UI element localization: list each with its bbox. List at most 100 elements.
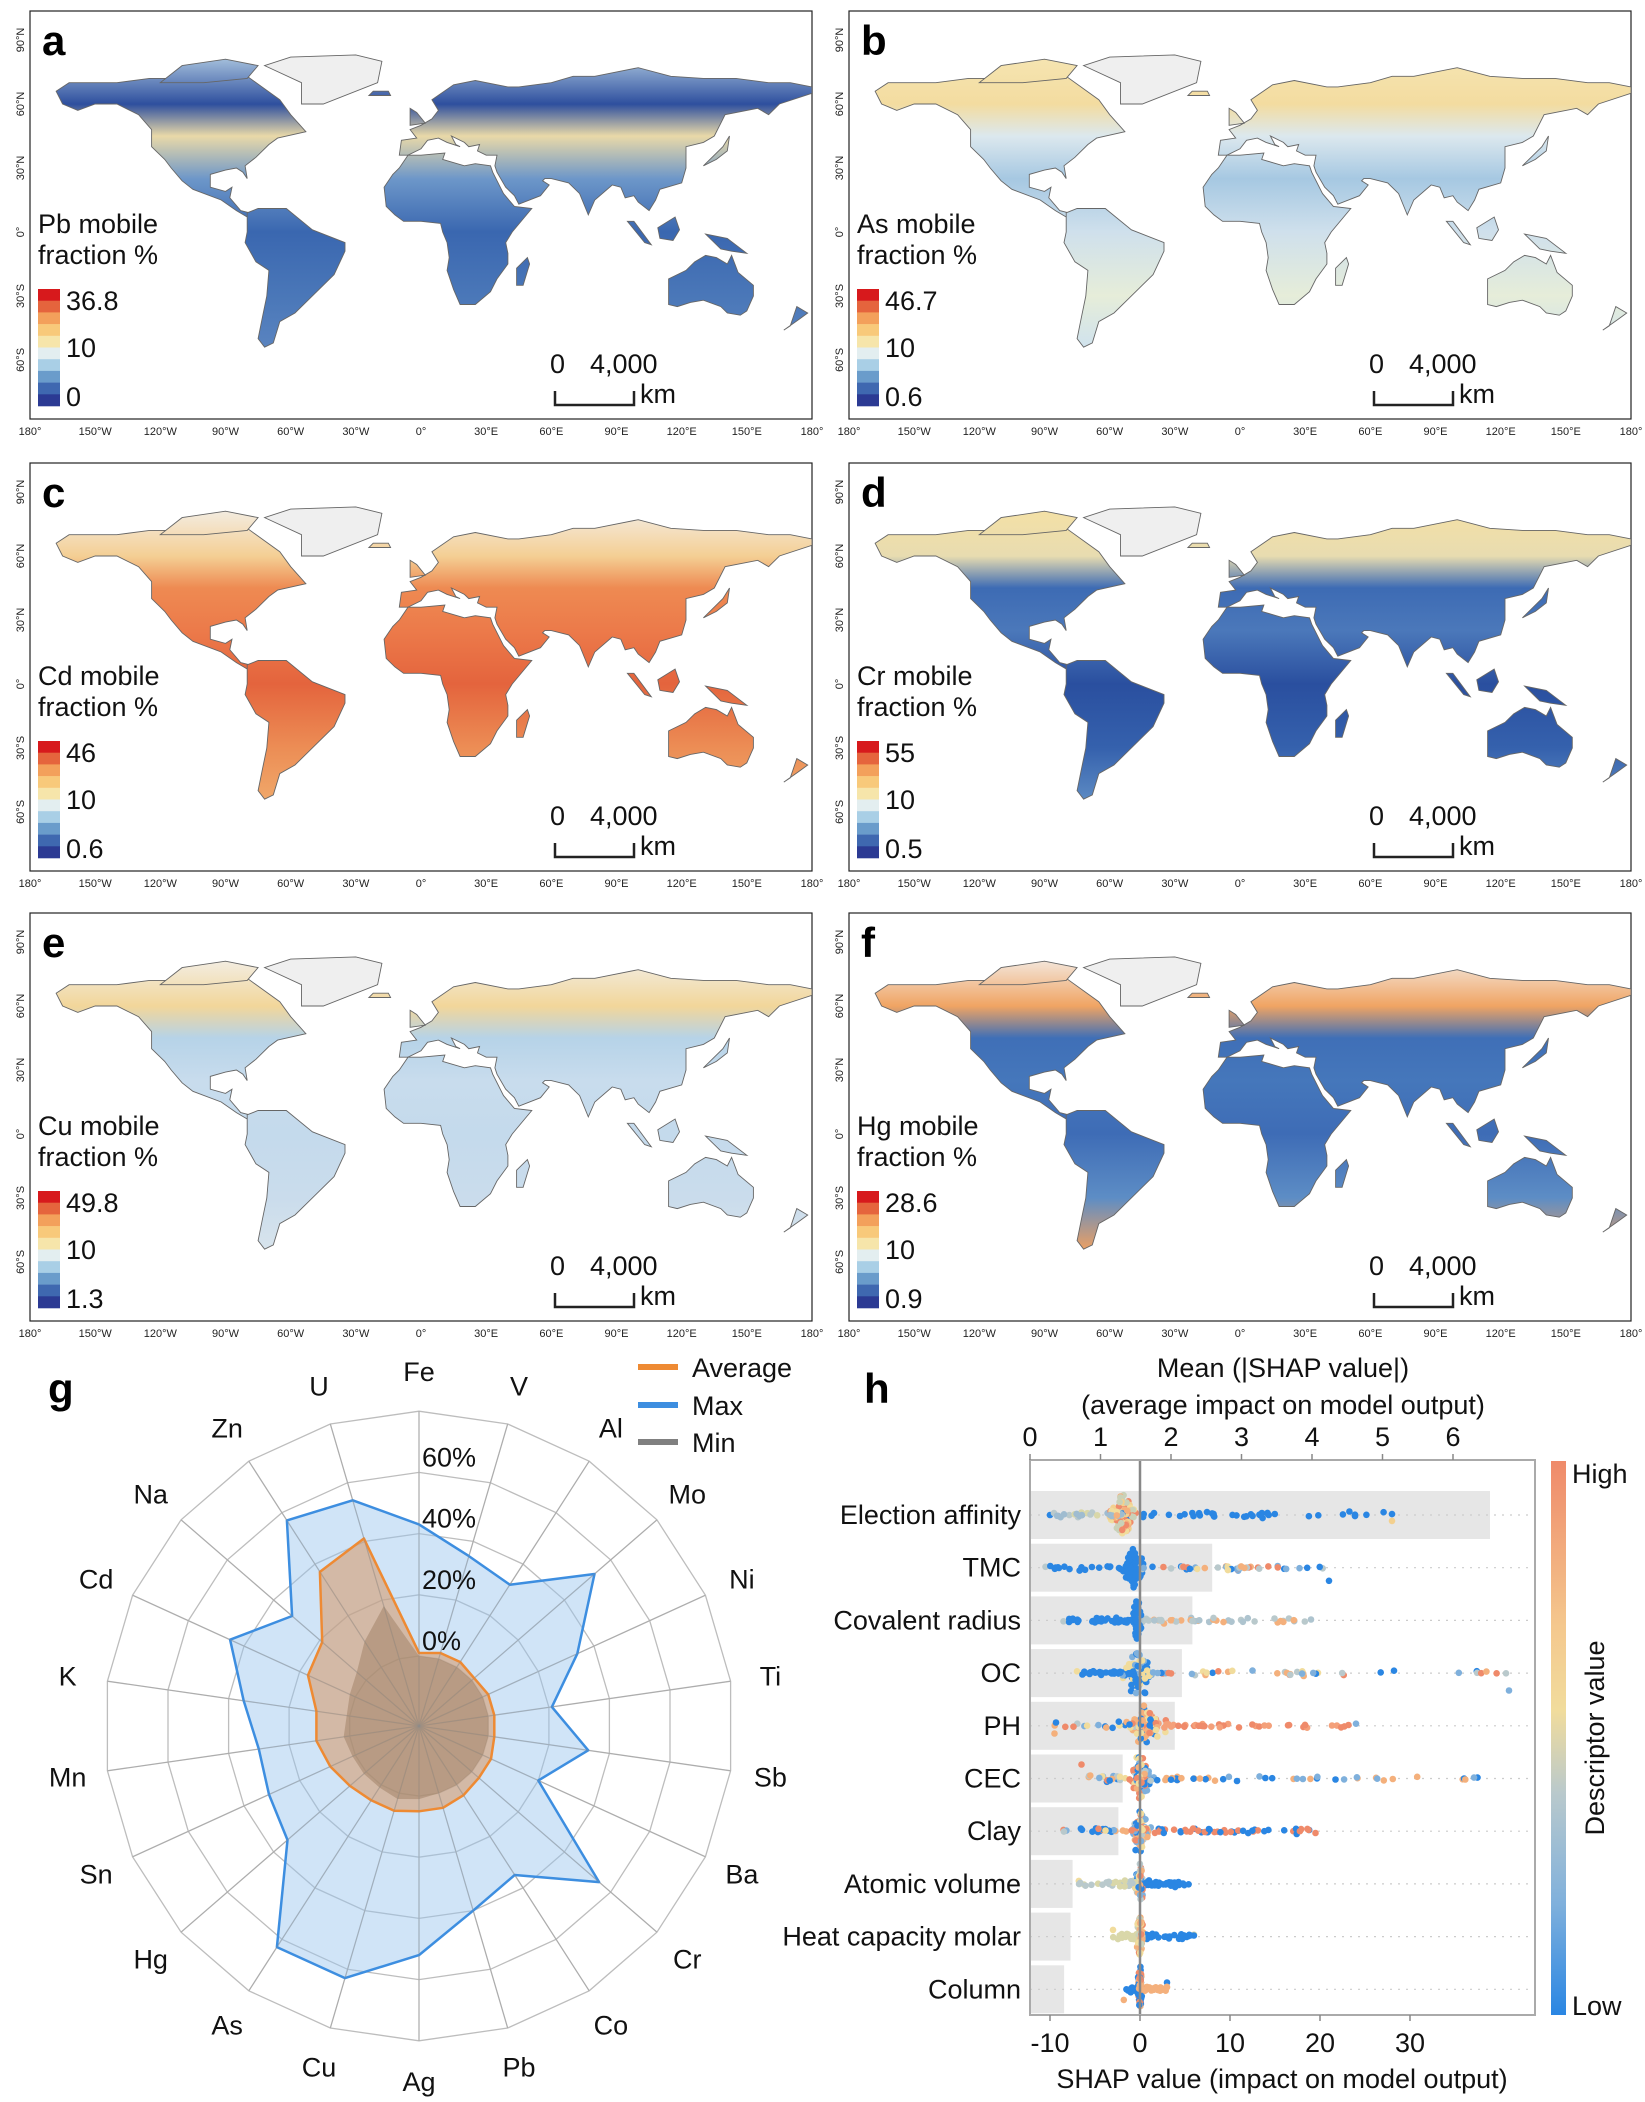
longitude-label: 0°: [1235, 426, 1246, 438]
landmass-borneo: [657, 668, 680, 693]
scale-bar-distance: 4,000: [1409, 801, 1477, 831]
longitude-label: 60°W: [277, 878, 305, 890]
radar-ring-label: 0%: [422, 1626, 461, 1656]
radar-spoke-overlay: [248, 1460, 420, 1727]
shap-dot: [1082, 1882, 1089, 1889]
shap-dot: [1373, 1775, 1381, 1782]
shap-dot: [1126, 1721, 1133, 1728]
shap-dot: [1380, 1508, 1387, 1516]
shap-dot: [1307, 1616, 1315, 1623]
legend-swatch: [857, 300, 879, 313]
shap-dot: [1053, 1512, 1061, 1520]
shap-dot: [1299, 1775, 1307, 1783]
shap-dot: [1128, 1681, 1135, 1689]
legend-swatch: [38, 324, 60, 337]
radar-spoke-overlay: [132, 1594, 420, 1727]
shap-dot: [1132, 1629, 1139, 1637]
shap-dot: [1455, 1669, 1463, 1677]
mean-shap-bar: [1031, 1859, 1073, 1908]
latitude-label: 60°N: [15, 92, 27, 117]
shap-dot: [1143, 1667, 1151, 1674]
longitude-label: 150°E: [732, 1328, 762, 1340]
panel-letter-g: g: [48, 1365, 74, 1412]
longitude-label: 60°W: [277, 426, 305, 438]
longitude-label: 30°E: [474, 878, 498, 890]
shap-dot: [1215, 1668, 1222, 1675]
longitude-label: 150°E: [732, 878, 762, 890]
latitude-label: 0°: [834, 679, 846, 690]
legend-min-value: 0.5: [885, 834, 923, 864]
scale-bar-zero: 0: [550, 801, 565, 831]
shap-dot: [1224, 1566, 1232, 1574]
shap-dot: [1493, 1670, 1500, 1677]
landmass-uk: [409, 107, 427, 126]
shap-dot: [1312, 1829, 1319, 1837]
shap-dot: [1123, 1619, 1131, 1626]
top-tick-label: 3: [1234, 1422, 1249, 1452]
shap-dot: [1180, 1563, 1187, 1571]
shap-dot: [1123, 1930, 1131, 1938]
shap-dot: [1175, 1722, 1182, 1730]
shap-dot: [1380, 1777, 1388, 1784]
shap-dot: [1147, 1985, 1154, 1993]
landmass-sumatra: [1445, 1122, 1472, 1148]
shap-dot: [1203, 1669, 1210, 1676]
longitude-label: 120°E: [667, 426, 697, 438]
legend-mid-value: 10: [66, 785, 96, 815]
shap-dot: [1115, 1718, 1123, 1725]
shap-dot: [1262, 1774, 1269, 1782]
longitude-label: 60°W: [277, 1328, 305, 1340]
bottom-tick-label: 10: [1215, 2028, 1245, 2058]
shap-dot: [1099, 1881, 1106, 1888]
landmass-borneo: [657, 216, 680, 241]
longitude-label: 120°W: [144, 878, 178, 890]
shap-dot: [1127, 1565, 1135, 1572]
shap-dot: [1147, 1716, 1154, 1723]
landmass-southamerica: [1063, 660, 1165, 800]
shap-dot: [1125, 1670, 1132, 1677]
shap-dot: [1113, 1618, 1120, 1625]
radar-spoke-overlay: [329, 1725, 420, 2029]
shap-dot: [1095, 1616, 1102, 1624]
bottom-tick-label: 20: [1305, 2028, 1335, 2058]
landmass-africa: [383, 604, 533, 757]
feature-label: OC: [981, 1658, 1022, 1688]
shap-dot: [1175, 1935, 1183, 1943]
legend-swatch: [857, 764, 879, 777]
landmass-newzealand: [783, 757, 809, 783]
shap-dot: [1147, 1777, 1154, 1784]
shap-dot: [1201, 1564, 1209, 1572]
panel-letter: d: [861, 469, 887, 516]
shap-dot: [1118, 1526, 1126, 1534]
shap-dot: [1095, 1825, 1102, 1833]
shap-dot: [1117, 1519, 1125, 1527]
longitude-label: 180°: [1620, 426, 1643, 438]
scale-bar-zero: 0: [1369, 1251, 1384, 1281]
longitude-label: 30°E: [474, 426, 498, 438]
shap-dot: [1087, 1772, 1094, 1779]
legend-title: fraction %: [38, 240, 158, 270]
legend-label-min: Min: [692, 1428, 736, 1458]
latitude-label: 60°S: [834, 348, 846, 372]
panel-letter: b: [861, 17, 887, 64]
radar-spoke-overlay: [418, 1594, 706, 1727]
longitude-label: 120°E: [1486, 1328, 1516, 1340]
shap-dot: [1271, 1615, 1278, 1622]
shap-dot: [1121, 1883, 1128, 1890]
landmass-japan: [703, 587, 730, 619]
landmass-australia: [1487, 1156, 1573, 1218]
shap-dot: [1235, 1827, 1242, 1834]
radar-spoke-overlay: [418, 1725, 509, 2029]
radar-spoke-overlay: [180, 1519, 420, 1727]
radar-spoke-overlay: [329, 1423, 420, 1727]
shap-dot: [1290, 1616, 1298, 1624]
longitude-label: 150°W: [79, 1328, 113, 1340]
land-layer: [874, 54, 1631, 348]
landmass-greenland: [1082, 956, 1202, 1007]
radar-axis-label: Na: [133, 1480, 168, 1510]
shap-dot: [1264, 1510, 1271, 1517]
landmass-arctic: [158, 510, 259, 536]
radar-spoke-overlay: [180, 1725, 420, 1933]
shap-dot: [1202, 1775, 1209, 1783]
